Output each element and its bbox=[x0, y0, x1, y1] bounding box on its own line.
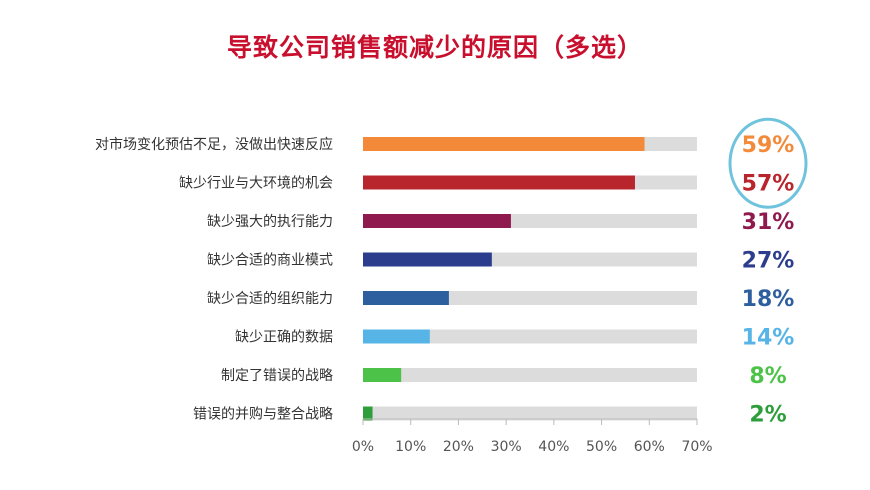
value-label: 14% bbox=[742, 326, 795, 351]
x-tick-label: 20% bbox=[443, 439, 474, 455]
bar bbox=[363, 252, 492, 267]
category-label: 制定了错误的战略 bbox=[221, 368, 333, 384]
value-label: 57% bbox=[742, 172, 795, 197]
category-label: 对市场变化预估不足，没做出快速反应 bbox=[95, 136, 333, 153]
category-label: 错误的并购与整合战略 bbox=[193, 407, 333, 423]
value-label: 27% bbox=[742, 249, 795, 274]
x-tick-label: 70% bbox=[681, 439, 712, 455]
value-label: 8% bbox=[749, 364, 786, 389]
category-label: 缺少强大的执行能力 bbox=[207, 214, 333, 230]
bar bbox=[363, 291, 449, 305]
bar-track bbox=[363, 406, 697, 421]
x-tick-label: 30% bbox=[491, 439, 522, 455]
bar bbox=[363, 329, 430, 344]
bar-track bbox=[363, 329, 697, 344]
bar bbox=[363, 406, 373, 421]
category-label: 缺少正确的数据 bbox=[235, 330, 333, 346]
category-label: 缺少合适的组织能力 bbox=[207, 291, 333, 307]
bar bbox=[363, 368, 402, 382]
bar bbox=[363, 137, 645, 151]
x-tick-label: 0% bbox=[352, 439, 374, 455]
chart-title: 导致公司销售额减少的原因（多选） bbox=[226, 33, 643, 62]
bar bbox=[363, 175, 635, 190]
value-label: 18% bbox=[742, 287, 795, 312]
bar-track bbox=[363, 368, 697, 382]
value-label: 2% bbox=[749, 403, 786, 428]
value-label: 59% bbox=[742, 133, 795, 158]
highlight-circle bbox=[728, 117, 808, 209]
x-tick-label: 50% bbox=[586, 439, 617, 455]
x-tick-label: 10% bbox=[395, 439, 426, 455]
value-label: 31% bbox=[742, 210, 795, 235]
x-tick-label: 40% bbox=[538, 439, 569, 455]
x-tick-label: 60% bbox=[634, 439, 665, 455]
category-label: 缺少合适的商业模式 bbox=[207, 253, 333, 269]
bar bbox=[363, 214, 511, 228]
category-label: 缺少行业与大环境的机会 bbox=[179, 176, 333, 192]
